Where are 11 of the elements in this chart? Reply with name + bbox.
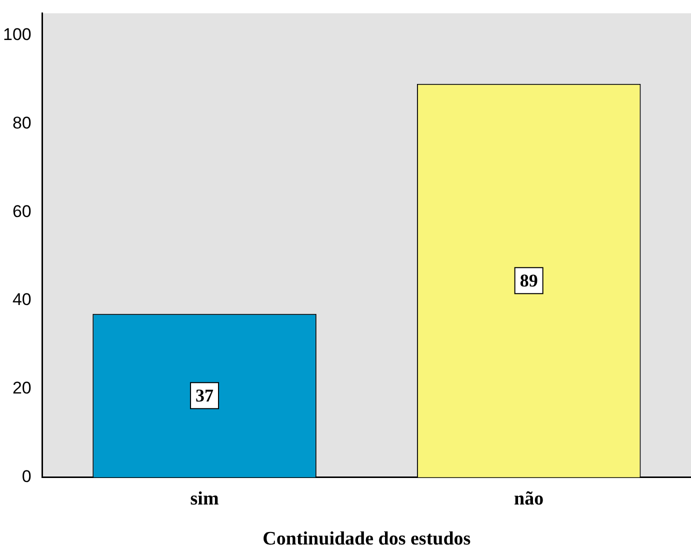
y-tick-label: 0 [22,467,32,486]
data-label: 37 [196,385,214,406]
x-tick-label: sim [190,488,219,510]
y-tick-label: 60 [12,202,32,221]
x-axis-title: Continuidade dos estudos [262,528,471,550]
y-tick-label: 20 [12,378,32,398]
data-label: 89 [520,270,538,290]
y-tick-label: 100 [2,24,32,44]
x-tick-label: não [514,488,544,510]
y-tick-label: 80 [12,113,32,132]
y-tick-label: 40 [12,290,32,310]
